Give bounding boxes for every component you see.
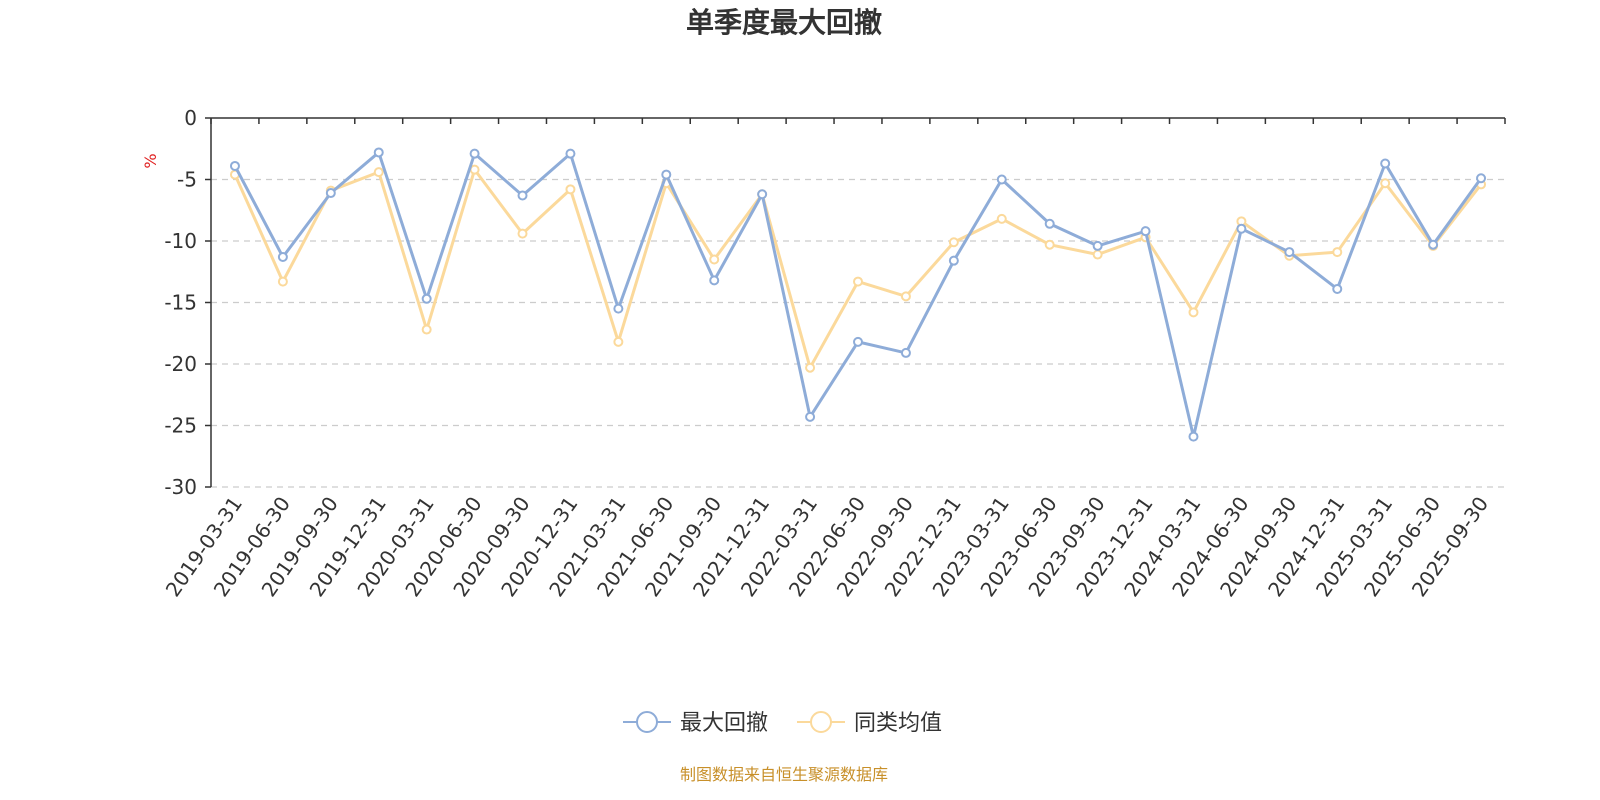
y-tick-label: -5: [177, 168, 197, 192]
grid-lines: [211, 178, 1505, 488]
axes: 0-5-10-15-20-25-302019-03-312019-06-3020…: [161, 106, 1506, 601]
data-point[interactable]: [1380, 158, 1391, 169]
data-point[interactable]: [853, 276, 863, 287]
data-point[interactable]: [1188, 307, 1199, 318]
data-point[interactable]: [229, 160, 240, 171]
data-point[interactable]: [900, 291, 911, 302]
data-point[interactable]: [1092, 240, 1103, 251]
data-point[interactable]: [565, 148, 576, 159]
data-point[interactable]: [469, 148, 480, 159]
data-point[interactable]: [1140, 226, 1151, 237]
series-lines: [229, 147, 1487, 442]
legend[interactable]: 最大回撤 同类均值: [623, 711, 942, 736]
data-point[interactable]: [517, 190, 528, 201]
data-point[interactable]: [565, 184, 576, 195]
data-point[interactable]: [613, 336, 624, 347]
data-point[interactable]: [1428, 239, 1439, 250]
data-point[interactable]: [1092, 249, 1103, 260]
data-point[interactable]: [613, 303, 624, 314]
legend-item-peer-average[interactable]: 同类均值: [797, 711, 942, 736]
series-max-drawdown: [229, 147, 1487, 442]
data-point[interactable]: [1188, 431, 1199, 442]
data-point[interactable]: [1284, 247, 1295, 258]
data-point[interactable]: [1332, 247, 1343, 258]
legend-label-max-drawdown: 最大回撤: [680, 711, 768, 736]
data-point[interactable]: [996, 174, 1007, 185]
data-point[interactable]: [421, 324, 432, 335]
legend-label-peer-average: 同类均值: [854, 711, 942, 736]
data-point[interactable]: [373, 147, 384, 158]
y-tick-label: 0: [184, 106, 197, 130]
data-point[interactable]: [1044, 239, 1055, 250]
data-point[interactable]: [277, 251, 288, 262]
data-point[interactable]: [421, 293, 432, 304]
y-tick-label: -30: [164, 475, 197, 499]
data-point[interactable]: [948, 237, 959, 248]
data-point[interactable]: [709, 254, 720, 265]
y-tick-label: -25: [164, 414, 197, 438]
data-point[interactable]: [757, 189, 768, 200]
y-axis-unit: %: [141, 153, 160, 168]
data-source-note: 制图数据来自恒生聚源数据库: [680, 765, 888, 784]
y-tick-label: -10: [164, 229, 197, 253]
data-point[interactable]: [1236, 223, 1247, 234]
data-point[interactable]: [996, 213, 1007, 224]
y-tick-label: -20: [164, 352, 197, 376]
data-point[interactable]: [709, 275, 720, 286]
data-point[interactable]: [373, 167, 384, 178]
data-point[interactable]: [853, 336, 863, 347]
series-line: [233, 150, 1483, 439]
data-point[interactable]: [1476, 173, 1487, 184]
data-point[interactable]: [277, 276, 288, 287]
data-point[interactable]: [900, 347, 911, 358]
legend-item-max-drawdown[interactable]: 最大回撤: [623, 711, 768, 736]
data-point[interactable]: [1044, 218, 1055, 229]
legend-marker-max-drawdown: [636, 711, 658, 733]
data-point[interactable]: [805, 411, 816, 422]
chart-title: 单季度最大回撤: [686, 6, 882, 39]
data-point[interactable]: [325, 188, 336, 199]
data-point[interactable]: [661, 169, 672, 180]
data-point[interactable]: [1332, 283, 1343, 294]
legend-marker-peer-average: [810, 711, 832, 733]
data-point[interactable]: [805, 362, 816, 373]
data-point[interactable]: [1380, 178, 1391, 189]
y-tick-label: -15: [164, 291, 197, 315]
data-point[interactable]: [948, 255, 959, 266]
data-point[interactable]: [517, 228, 528, 239]
